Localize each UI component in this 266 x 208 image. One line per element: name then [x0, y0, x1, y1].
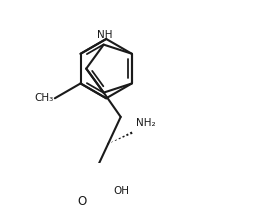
- Text: O: O: [77, 195, 87, 208]
- Text: CH₃: CH₃: [34, 93, 53, 103]
- Text: NH₂: NH₂: [136, 118, 156, 128]
- Text: NH: NH: [97, 30, 113, 40]
- Text: OH: OH: [113, 186, 129, 196]
